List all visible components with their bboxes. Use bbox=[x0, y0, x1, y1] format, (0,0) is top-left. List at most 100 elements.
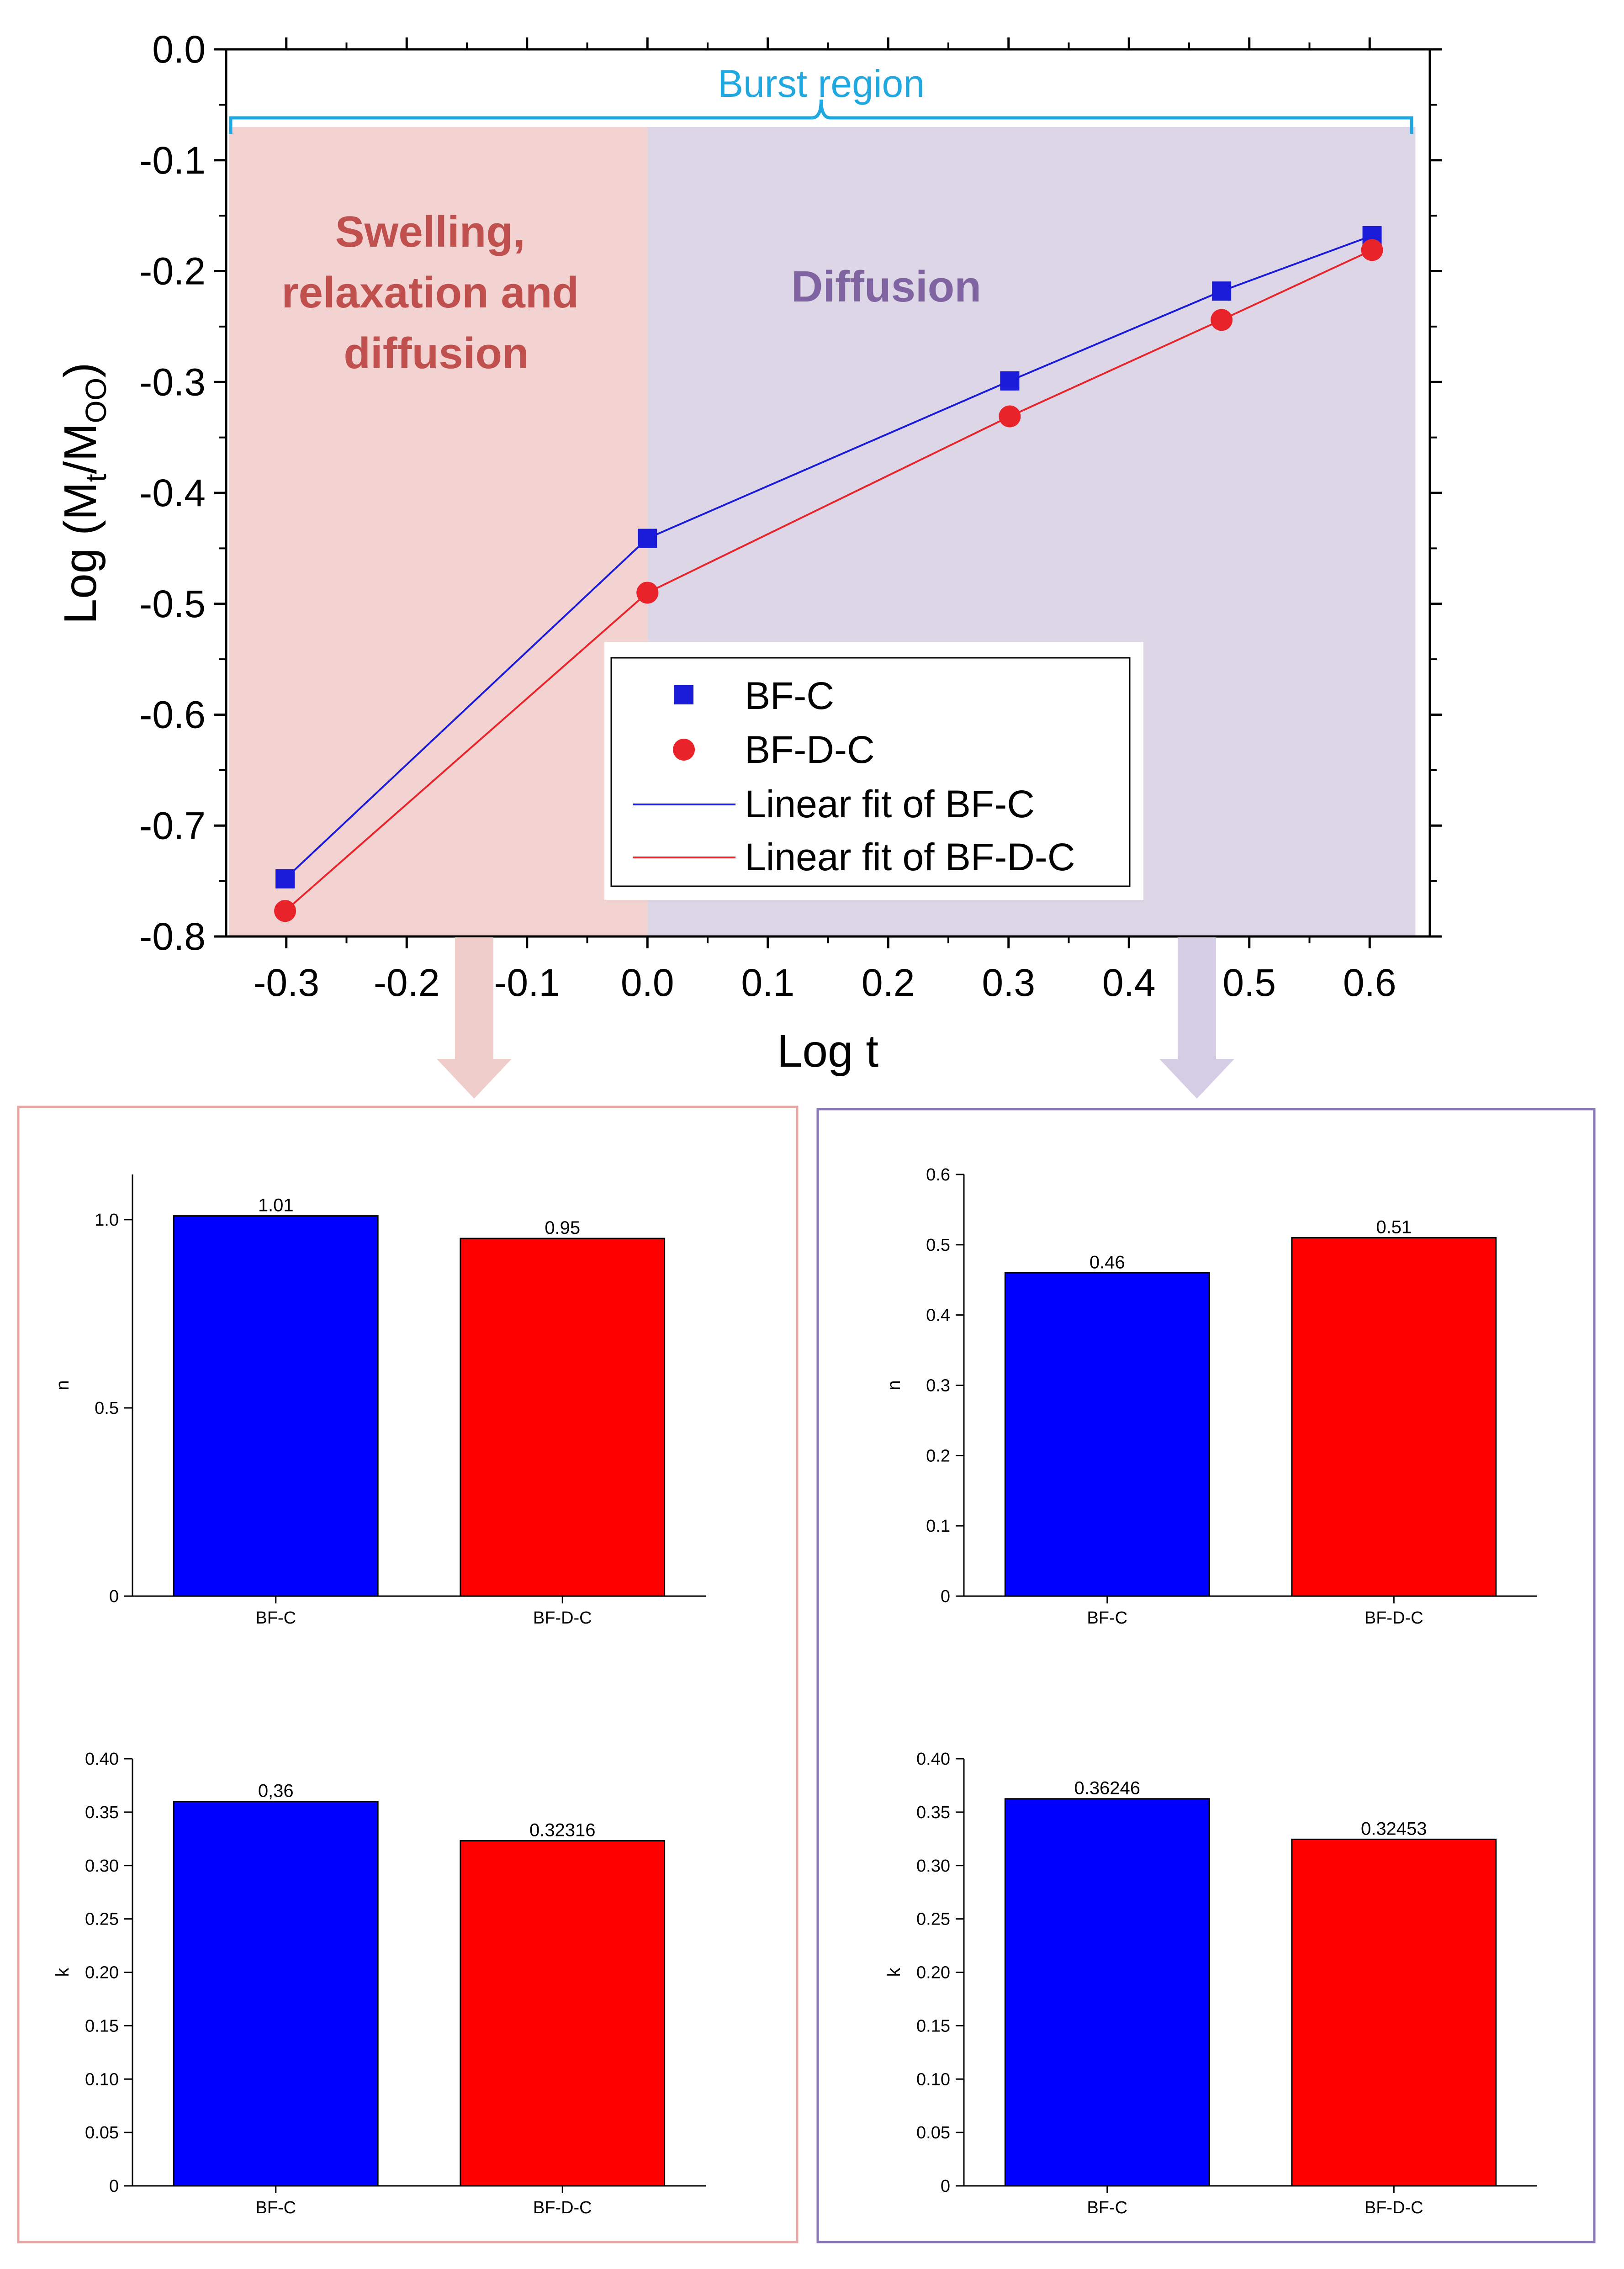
x-category-label: BF-C bbox=[255, 1608, 296, 1628]
bar-bf-c bbox=[1004, 1272, 1210, 1597]
y-tick-label: 0.5 bbox=[95, 1399, 119, 1418]
x-tick-label: 0.6 bbox=[1343, 961, 1397, 1004]
y-tick-label: -0.1 bbox=[139, 139, 206, 182]
x-tick-label: 0.2 bbox=[862, 961, 915, 1004]
legend-label: BF-C bbox=[745, 674, 834, 717]
x-tick-label: 0.3 bbox=[982, 961, 1035, 1004]
y-tick-label: 0.40 bbox=[916, 1750, 950, 1769]
y-tick-label: 0.10 bbox=[916, 2070, 950, 2089]
x-category-label: BF-D-C bbox=[533, 1608, 592, 1628]
y-tick-label: 0.15 bbox=[85, 2016, 119, 2036]
y-tick-label: 0.40 bbox=[85, 1750, 119, 1769]
bar-bf-d-c bbox=[460, 1840, 666, 2187]
x-tick-label: -0.2 bbox=[374, 961, 440, 1004]
y-title-subscript: OO bbox=[79, 378, 112, 423]
y-tick-label: 0.10 bbox=[85, 2070, 119, 2089]
burst-region-label: Burst region bbox=[718, 62, 925, 105]
y-tick-label: -0.7 bbox=[139, 804, 206, 847]
y-tick-label: -0.6 bbox=[139, 693, 206, 736]
y-title-part: ) bbox=[55, 363, 106, 378]
y-tick-label: 0.4 bbox=[926, 1306, 950, 1325]
legend-circle-marker bbox=[673, 739, 695, 761]
main-line-chart: Swelling, relaxation and diffusion Diffu… bbox=[55, 28, 1442, 1077]
bar-bf-c bbox=[173, 1801, 379, 2187]
y-tick-label: 0.30 bbox=[85, 1856, 119, 1876]
bar-bf-c bbox=[1004, 1798, 1210, 2187]
y-axis-title: Log (Mt/MOO) bbox=[55, 363, 112, 624]
y-tick-label: 0.25 bbox=[85, 1910, 119, 1929]
bar-value-label: 0.32453 bbox=[1361, 1819, 1427, 1839]
y-tick-label: 0.35 bbox=[916, 1803, 950, 1822]
bar-value-label: 0,36 bbox=[258, 1781, 294, 1801]
y-title-subscript: t bbox=[79, 474, 112, 482]
y-tick-label: 0.20 bbox=[916, 1963, 950, 1983]
diffusion-panel-frame bbox=[816, 1108, 1596, 2243]
data-point-bf-c bbox=[1212, 281, 1232, 301]
data-point-bf-d-c bbox=[636, 582, 659, 604]
bar-bf-c bbox=[173, 1215, 379, 1597]
diffusion-n-bar-chart: 0 0.1 0.2 0.3 0.4 0.5 0.6 n 0.46 BF-C 0.51 BF-D-C bbox=[884, 1165, 1537, 1628]
y-tick-label: 0.3 bbox=[926, 1376, 950, 1396]
x-tick-label: 0.0 bbox=[621, 961, 674, 1004]
y-tick-label: -0.4 bbox=[139, 471, 206, 514]
bar-value-label: 0.32316 bbox=[529, 1820, 596, 1841]
data-point-bf-d-c bbox=[274, 900, 296, 922]
x-axis-title: Log t bbox=[777, 1026, 879, 1077]
y-tick-label: 0.1 bbox=[926, 1517, 950, 1536]
x-tick-label: -0.1 bbox=[494, 961, 560, 1004]
swelling-panel-frame bbox=[17, 1105, 799, 2243]
diffusion-k-bar-chart: 0 0.05 0.10 0.15 0.20 0.25 0.30 0.35 0.40 k 0.3624… bbox=[884, 1750, 1537, 2217]
y-tick-label: 0.15 bbox=[916, 2016, 950, 2036]
y-axis-title: k bbox=[884, 1968, 904, 1977]
y-tick-label: 0.25 bbox=[916, 1910, 950, 1929]
y-tick-label: 1.0 bbox=[95, 1211, 119, 1230]
data-point-bf-d-c bbox=[1361, 239, 1383, 261]
y-tick-label: 0.30 bbox=[916, 1856, 950, 1876]
bar-value-label: 0.95 bbox=[545, 1218, 580, 1238]
legend-label: Linear fit of BF-D-C bbox=[745, 836, 1075, 878]
x-tick-label: 0.5 bbox=[1222, 961, 1276, 1004]
y-tick-label: 0 bbox=[109, 2177, 119, 2196]
y-tick-label: 0.35 bbox=[85, 1803, 119, 1822]
legend-frame bbox=[610, 657, 1131, 887]
bar-bf-d-c bbox=[1291, 1237, 1497, 1597]
y-tick-label: -0.5 bbox=[139, 582, 206, 625]
swelling-label-line: relaxation and bbox=[281, 268, 579, 317]
bar-value-label: 0.46 bbox=[1090, 1252, 1125, 1272]
y-axis-title: n bbox=[884, 1380, 904, 1390]
y-tick-label: -0.2 bbox=[139, 250, 206, 293]
data-point-bf-d-c bbox=[999, 405, 1021, 428]
swelling-region bbox=[229, 127, 648, 936]
x-category-label: BF-C bbox=[1087, 2198, 1127, 2217]
x-category-label: BF-C bbox=[255, 2198, 296, 2217]
y-axis-title: n bbox=[53, 1380, 73, 1390]
x-category-label: BF-C bbox=[1087, 1608, 1127, 1628]
legend-square-marker bbox=[674, 685, 693, 704]
y-tick-label: 0 bbox=[941, 1587, 950, 1606]
y-title-part: /M bbox=[55, 423, 106, 474]
y-title-part: Log (M bbox=[55, 482, 106, 624]
x-tick-label: 0.4 bbox=[1102, 961, 1156, 1004]
bar-bf-d-c bbox=[460, 1238, 666, 1597]
y-tick-label: 0 bbox=[109, 1587, 119, 1606]
bar-value-label: 1.01 bbox=[258, 1195, 294, 1216]
x-category-label: BF-D-C bbox=[1365, 2198, 1423, 2217]
data-point-bf-c bbox=[1000, 371, 1020, 391]
y-tick-label: 0.05 bbox=[85, 2123, 119, 2142]
y-tick-label: 0.20 bbox=[85, 1963, 119, 1983]
diffusion-region-label: Diffusion bbox=[791, 262, 981, 311]
bar-value-label: 0.51 bbox=[1376, 1217, 1412, 1237]
x-tick-label: -0.3 bbox=[253, 961, 319, 1004]
swelling-region-label: Swelling, relaxation and diffusion bbox=[281, 207, 591, 378]
x-category-label: BF-D-C bbox=[1365, 1608, 1423, 1628]
y-tick-label: 0.0 bbox=[152, 28, 206, 71]
y-tick-label: -0.3 bbox=[139, 360, 206, 403]
data-point-bf-c bbox=[275, 869, 295, 889]
x-category-label: BF-D-C bbox=[533, 2198, 592, 2217]
main-series bbox=[274, 226, 1383, 922]
legend-label: BF-D-C bbox=[745, 728, 875, 771]
data-point-bf-d-c bbox=[1211, 309, 1233, 331]
bar-value-label: 0.36246 bbox=[1074, 1778, 1140, 1798]
legend-label: Linear fit of BF-C bbox=[745, 783, 1035, 825]
